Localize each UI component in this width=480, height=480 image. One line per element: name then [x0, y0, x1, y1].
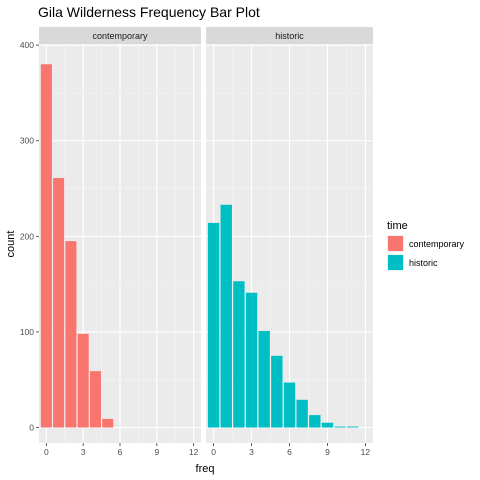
bar-contemporary-3 — [77, 333, 89, 428]
legend-label-contemporary: contemporary — [409, 239, 465, 249]
x-tick-label: 0 — [44, 447, 49, 457]
x-tick-label: 6 — [287, 447, 292, 457]
x-tick-label: 0 — [211, 447, 216, 457]
bar-contemporary-1 — [53, 178, 65, 428]
bar-contemporary-4 — [89, 371, 101, 428]
bar-historic-4 — [258, 330, 270, 428]
bar-contemporary-0 — [40, 64, 52, 428]
y-tick-label: 300 — [20, 136, 34, 146]
x-tick-label: 3 — [249, 447, 254, 457]
y-tick-label: 200 — [20, 231, 34, 241]
bar-historic-0 — [207, 222, 220, 428]
x-tick-label: 9 — [154, 447, 159, 457]
chart-title: Gila Wilderness Frequency Bar Plot — [38, 4, 260, 20]
legend: time contemporary historic — [387, 220, 465, 271]
y-tick-label: 0 — [29, 423, 34, 433]
x-tick-label: 9 — [325, 447, 330, 457]
legend-swatch-historic — [388, 255, 403, 270]
facet-label-contemporary: contemporary — [92, 31, 148, 41]
x-tick-label: 3 — [81, 447, 86, 457]
y-axis-title: count — [5, 231, 17, 258]
facet-strip-historic — [206, 27, 373, 44]
bar-historic-6 — [283, 382, 296, 428]
bar-historic-5 — [271, 355, 283, 428]
x-tick-label: 6 — [118, 447, 123, 457]
y-tick-label: 400 — [20, 40, 34, 50]
bar-contemporary-2 — [65, 241, 77, 428]
legend-label-historic: historic — [409, 258, 438, 268]
x-tick-label: 12 — [361, 447, 371, 457]
x-axis-title: freq — [196, 463, 215, 475]
bar-historic-2 — [233, 281, 245, 428]
legend-swatch-contemporary — [388, 236, 403, 251]
bar-historic-9 — [321, 422, 334, 428]
bar-historic-11 — [347, 426, 359, 428]
x-tick-label: 12 — [189, 447, 199, 457]
facet-label-historic: historic — [275, 31, 304, 41]
legend-title: time — [387, 220, 408, 232]
y-tick-label: 100 — [20, 327, 34, 337]
bar-historic-1 — [220, 204, 232, 428]
bar-contemporary-5 — [102, 418, 114, 428]
bar-historic-8 — [309, 415, 321, 428]
bar-historic-3 — [245, 292, 258, 428]
facet-strip-contemporary — [39, 27, 201, 44]
bar-historic-10 — [334, 426, 346, 428]
bar-historic-7 — [296, 399, 308, 428]
